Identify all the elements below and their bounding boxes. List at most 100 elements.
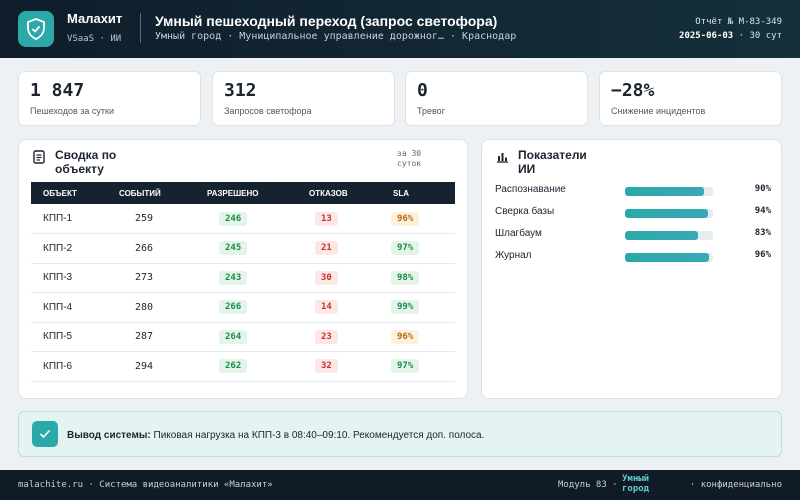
summary-panel: Сводка по объекту за 30 суток ОБЪЕКТ СОБ…: [18, 139, 468, 399]
report-date: 2025-06-03: [679, 31, 734, 41]
column-header: SLA: [381, 182, 455, 204]
cell-allowed: 262: [219, 359, 248, 374]
table-row: КПП-4 280 266 14 99%: [31, 292, 455, 323]
cell-sla: 99%: [391, 300, 420, 315]
footer-tag: Умный город: [622, 474, 650, 494]
summary-title: Сводка по объекту: [55, 148, 117, 176]
cell-events: 259: [107, 204, 195, 234]
conclusion-body: Пиковая нагрузка на КПП-3 в 08:40–09:10.…: [153, 430, 485, 441]
ai-panel: Показатели ИИ Распознавание 90% Сверка баз…: [481, 139, 782, 399]
report-info: Отчёт № M-83-349 2025-06-03 · 30 сут: [662, 15, 782, 43]
checkmark-icon: [32, 421, 58, 447]
cell-allowed: 246: [219, 211, 248, 226]
cell-sla: 97%: [391, 359, 420, 374]
cell-events: 294: [107, 351, 195, 382]
cell-events: 287: [107, 322, 195, 352]
cell-allowed: 266: [219, 300, 248, 315]
ai-metric-bar: [625, 187, 713, 196]
kpi-value: 0: [417, 80, 428, 101]
kpi-card-alarms: 0 Тревог: [405, 71, 588, 126]
column-header: СОБЫТИЙ: [107, 182, 195, 204]
ai-metric-bar: [625, 253, 713, 262]
bar-chart-icon: [496, 150, 509, 168]
ai-metric-value: 90%: [754, 184, 771, 194]
ai-metric-fill: [625, 187, 705, 196]
cell-events: 280: [107, 292, 195, 323]
cell-denied: 13: [315, 211, 338, 226]
table-row: КПП-5 287 264 23 96%: [31, 322, 455, 352]
kpi-value: −28%: [611, 80, 655, 101]
cell-allowed: 245: [219, 241, 248, 256]
ai-metric-row: Шлагбаум 83%: [495, 228, 771, 242]
footer-right: · конфиденциально: [689, 480, 782, 490]
page-title: Умный пешеходный переход (запрос светофо…: [155, 13, 498, 29]
kpi-label: Тревог: [417, 106, 445, 116]
ai-metric-name: Сверка базы: [495, 206, 555, 217]
shield-check-icon: [18, 11, 54, 47]
cell-sla: 98%: [391, 270, 420, 285]
header-divider: [140, 13, 141, 43]
cell-denied: 21: [315, 241, 338, 256]
cell-events: 273: [107, 263, 195, 293]
cell-denied: 23: [315, 329, 338, 344]
ai-metric-fill: [625, 253, 710, 262]
kpi-value: 312: [224, 80, 257, 101]
cell-allowed: 243: [219, 270, 248, 285]
cell-allowed: 264: [219, 329, 248, 344]
kpi-label: Пешеходов за сутки: [30, 106, 114, 116]
report-id: Отчёт № M-83-349: [695, 17, 782, 27]
table-row: КПП-2 266 245 21 97%: [31, 233, 455, 264]
ai-metric-name: Распознавание: [495, 184, 566, 195]
cell-object: КПП-6: [31, 351, 107, 382]
page-subtitle: Умный город · Муниципальное управление д…: [155, 31, 517, 42]
table-row: КПП-1 259 246 13 96%: [31, 204, 455, 234]
ai-metric-bar: [625, 209, 713, 218]
system-conclusion: Вывод системы: Пиковая нагрузка на КПП-3…: [18, 411, 782, 457]
ai-metric-row: Сверка базы 94%: [495, 206, 771, 220]
report-period: · 30 сут: [738, 31, 782, 41]
ai-metric-name: Журнал: [495, 250, 532, 261]
summary-table: ОБЪЕКТ СОБЫТИЙ РАЗРЕШЕНО ОТКАЗОВ SLA КПП…: [31, 182, 455, 382]
conclusion-text: Вывод системы: Пиковая нагрузка на КПП-3…: [67, 429, 487, 442]
column-header: ОБЪЕКТ: [31, 182, 107, 204]
kpi-card-requests: 312 Запросов светофора: [212, 71, 395, 126]
ai-metric-name: Шлагбаум: [495, 228, 542, 239]
footer: malachite.ru · Система видеоаналитики «М…: [0, 470, 800, 500]
brand-sub: VSaaS · ИИ: [67, 34, 122, 44]
cell-object: КПП-5: [31, 322, 107, 352]
kpi-value: 1 847: [30, 80, 85, 101]
cell-object: КПП-3: [31, 263, 107, 293]
ai-metric-fill: [625, 209, 708, 218]
ai-metric-row: Журнал 96%: [495, 250, 771, 264]
kpi-card-incidents: −28% Снижение инцидентов: [599, 71, 782, 126]
summary-period: за 30 суток: [397, 149, 422, 168]
footer-module: Модуль 83 ·: [558, 480, 618, 490]
cell-sla: 96%: [391, 329, 420, 344]
ai-metric-value: 83%: [754, 228, 771, 238]
ai-metric-fill: [625, 231, 699, 240]
ai-title: Показатели ИИ: [518, 148, 587, 176]
ai-metric-bar: [625, 231, 713, 240]
ai-metric-row: Распознавание 90%: [495, 184, 771, 198]
document-icon: [33, 150, 45, 169]
footer-left: malachite.ru · Система видеоаналитики «М…: [18, 480, 273, 490]
cell-denied: 32: [315, 359, 338, 374]
header: Малахит VSaaS · ИИ Умный пешеходный пере…: [0, 0, 800, 58]
kpi-card-pedestrians: 1 847 Пешеходов за сутки: [18, 71, 201, 126]
table-header-row: ОБЪЕКТ СОБЫТИЙ РАЗРЕШЕНО ОТКАЗОВ SLA: [31, 182, 455, 204]
column-header: РАЗРЕШЕНО: [195, 182, 297, 204]
conclusion-heading: Вывод системы:: [67, 430, 151, 441]
brand-name: Малахит: [67, 11, 123, 26]
cell-object: КПП-4: [31, 292, 107, 323]
cell-events: 266: [107, 233, 195, 264]
table-row: КПП-6 294 262 32 97%: [31, 351, 455, 382]
column-header: ОТКАЗОВ: [297, 182, 381, 204]
table-row: КПП-3 273 243 30 98%: [31, 263, 455, 293]
cell-sla: 97%: [391, 241, 420, 256]
ai-metric-value: 96%: [754, 250, 771, 260]
cell-sla: 96%: [391, 211, 420, 226]
ai-metric-value: 94%: [754, 206, 771, 216]
kpi-label: Запросов светофора: [224, 106, 312, 116]
kpi-label: Снижение инцидентов: [611, 106, 706, 116]
cell-denied: 30: [315, 270, 338, 285]
